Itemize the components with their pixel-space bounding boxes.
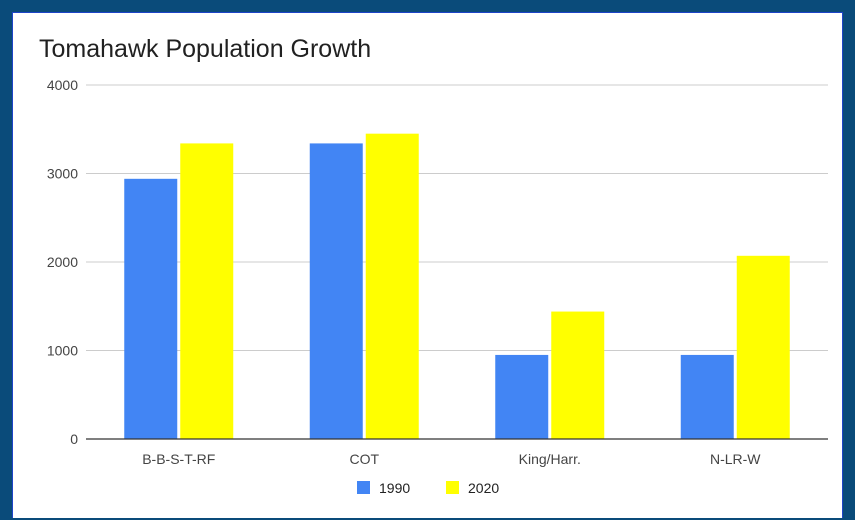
x-tick-label: B-B-S-T-RF <box>142 451 215 467</box>
y-tick-label: 1000 <box>47 343 78 359</box>
chart-title: Tomahawk Population Growth <box>39 35 371 63</box>
bar-1990-COT <box>309 143 363 439</box>
bar-1990-King/Harr. <box>495 354 549 439</box>
legend-swatch-2020 <box>446 481 459 494</box>
x-tick-label: N-LR-W <box>710 451 761 467</box>
legend: 1990 2020 <box>357 480 499 496</box>
y-tick-label: 0 <box>70 431 78 447</box>
bar-1990-N-LR-W <box>680 354 734 439</box>
x-tick-label: King/Harr. <box>519 451 581 467</box>
bars <box>124 133 790 440</box>
y-tick-label: 2000 <box>47 254 78 270</box>
bar-chart: Tomahawk Population Growth 0 1000 2000 3000… <box>39 35 828 496</box>
y-axis-ticks: 0 1000 2000 3000 4000 <box>47 77 78 447</box>
bar-1990-B-B-S-T-RF <box>124 178 178 439</box>
bar-2020-COT <box>365 133 419 440</box>
legend-label: 2020 <box>468 480 499 496</box>
y-tick-label: 4000 <box>47 77 78 93</box>
chart-card: Tomahawk Population Growth 0 1000 2000 3000… <box>12 12 843 518</box>
bar-2020-N-LR-W <box>736 255 790 439</box>
y-tick-label: 3000 <box>47 166 78 182</box>
x-tick-label: COT <box>349 451 379 467</box>
legend-swatch-1990 <box>357 481 370 494</box>
x-axis-ticks: B-B-S-T-RF COT King/Harr. N-LR-W <box>142 451 761 467</box>
bar-2020-B-B-S-T-RF <box>180 143 234 439</box>
legend-label: 1990 <box>379 480 410 496</box>
bar-2020-King/Harr. <box>551 311 605 439</box>
